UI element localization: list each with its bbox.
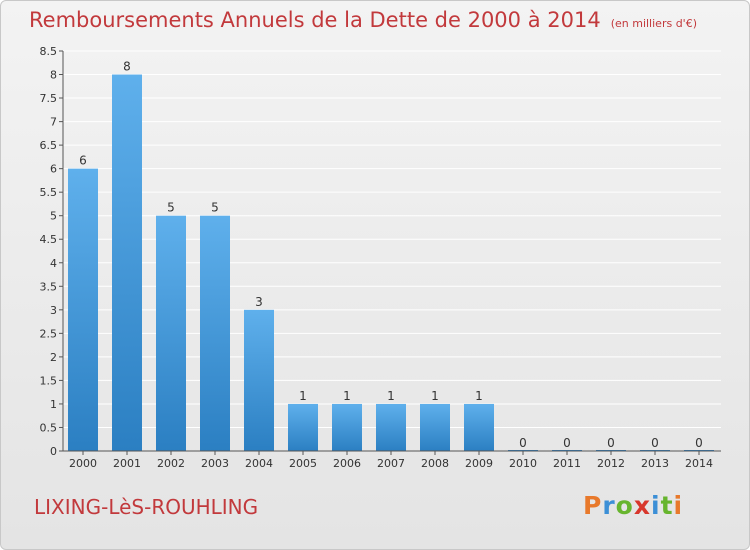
brand-letter: P bbox=[583, 491, 603, 520]
brand-letter: i bbox=[651, 491, 661, 520]
x-tick-label: 2007 bbox=[377, 457, 405, 470]
chart-title: Remboursements Annuels de la Dette de 20… bbox=[29, 8, 601, 32]
x-tick-label: 2005 bbox=[289, 457, 317, 470]
y-tick-label: 6.5 bbox=[40, 139, 58, 152]
y-tick-label: 8 bbox=[50, 69, 57, 82]
brand-letter: i bbox=[673, 491, 684, 520]
x-tick-label: 2004 bbox=[245, 457, 273, 470]
bar bbox=[112, 74, 142, 451]
labels: 0 0.5 1 1.5 2 2.5 3 3.5 4 4.5 5 5.5 6 6.5 7 7.5 8 8.5 6 200… bbox=[40, 45, 714, 470]
y-tick-label: 0 bbox=[50, 445, 57, 458]
x-tick-label: 2009 bbox=[465, 457, 493, 470]
x-tick-label: 2006 bbox=[333, 457, 361, 470]
title-row: Remboursements Annuels de la Dette de 20… bbox=[29, 8, 697, 32]
x-tick-label: 2014 bbox=[685, 457, 713, 470]
value-label: 1 bbox=[387, 389, 395, 403]
value-label: 0 bbox=[607, 436, 615, 450]
y-tick-label: 5.5 bbox=[40, 186, 58, 199]
y-tick-label: 4.5 bbox=[40, 233, 58, 246]
y-tick-label: 1 bbox=[50, 398, 57, 411]
value-label: 3 bbox=[255, 295, 263, 309]
y-tick-label: 1.5 bbox=[40, 374, 58, 387]
bar bbox=[376, 403, 406, 451]
x-tick-label: 2002 bbox=[157, 457, 185, 470]
x-tick-label: 2001 bbox=[113, 457, 141, 470]
value-label: 5 bbox=[167, 201, 175, 215]
value-label: 1 bbox=[299, 389, 307, 403]
y-tick-label: 0.5 bbox=[40, 421, 58, 434]
value-label: 1 bbox=[475, 389, 483, 403]
bar bbox=[200, 215, 230, 451]
bars bbox=[68, 74, 714, 451]
bar bbox=[288, 403, 318, 451]
y-tick-label: 7.5 bbox=[40, 92, 58, 105]
x-tick-label: 2008 bbox=[421, 457, 449, 470]
y-tick-label: 2.5 bbox=[40, 327, 58, 340]
value-label: 0 bbox=[695, 436, 703, 450]
bar bbox=[244, 309, 274, 451]
brand-letter: r bbox=[602, 491, 616, 520]
brand-letter: o bbox=[615, 491, 634, 520]
value-label: 6 bbox=[79, 154, 87, 168]
y-tick-label: 8.5 bbox=[40, 45, 58, 58]
x-tick-label: 2012 bbox=[597, 457, 625, 470]
x-tick-label: 2000 bbox=[69, 457, 97, 470]
y-tick-label: 4 bbox=[50, 257, 57, 270]
value-label: 1 bbox=[431, 389, 439, 403]
bar bbox=[68, 168, 98, 451]
bar bbox=[332, 403, 362, 451]
brand-letter: x bbox=[633, 491, 651, 520]
axes bbox=[59, 50, 721, 455]
value-label: 0 bbox=[563, 436, 571, 450]
bar bbox=[156, 215, 186, 451]
y-tick-label: 3.5 bbox=[40, 280, 58, 293]
place-name: LIXING-LèS-ROUHLING bbox=[34, 495, 259, 519]
brand-logo: Proxiti bbox=[583, 491, 683, 520]
x-tick-label: 2013 bbox=[641, 457, 669, 470]
value-label: 1 bbox=[343, 389, 351, 403]
y-tick-label: 7 bbox=[50, 116, 57, 129]
bar bbox=[420, 403, 450, 451]
y-tick-label: 6 bbox=[50, 163, 57, 176]
x-tick-label: 2010 bbox=[509, 457, 537, 470]
brand-letter: t bbox=[660, 491, 674, 520]
value-label: 0 bbox=[651, 436, 659, 450]
y-tick-label: 2 bbox=[50, 351, 57, 364]
y-tick-label: 5 bbox=[50, 210, 57, 223]
x-tick-label: 2011 bbox=[553, 457, 581, 470]
x-tick-label: 2003 bbox=[201, 457, 229, 470]
value-label: 0 bbox=[519, 436, 527, 450]
bar bbox=[464, 403, 494, 451]
y-tick-label: 3 bbox=[50, 304, 57, 317]
value-label: 8 bbox=[123, 60, 131, 74]
value-label: 5 bbox=[211, 201, 219, 215]
chart-subtitle: (en milliers d'€) bbox=[610, 17, 697, 30]
